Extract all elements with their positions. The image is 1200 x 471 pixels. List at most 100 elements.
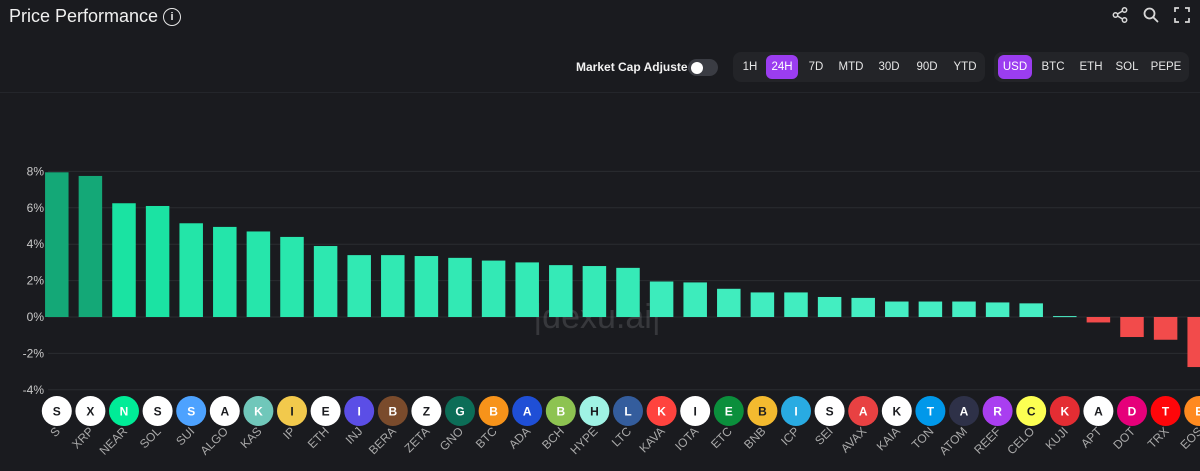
cardano-icon: A bbox=[512, 396, 543, 426]
icon-glyph: S bbox=[154, 405, 162, 419]
sei-icon: S bbox=[814, 396, 845, 426]
x-tick-label: GNO bbox=[437, 424, 466, 453]
icon-disc bbox=[545, 396, 576, 426]
icon-glyph: A bbox=[220, 405, 229, 419]
story-ip-icon: I bbox=[277, 396, 307, 426]
search-icon[interactable] bbox=[1142, 6, 1160, 24]
bar-btc bbox=[481, 260, 506, 317]
icon-disc bbox=[1049, 396, 1080, 426]
bar-sui bbox=[179, 223, 203, 317]
icon-disc bbox=[982, 396, 1013, 426]
currency-btc-button[interactable]: BTC bbox=[1041, 61, 1065, 73]
y-tick-label: 4% bbox=[27, 237, 45, 251]
solana-icon: S bbox=[142, 396, 173, 426]
icon-glyph: G bbox=[455, 405, 464, 419]
icon-disc bbox=[1083, 396, 1114, 426]
x-tick-label: KAS bbox=[238, 424, 265, 451]
bar-avax bbox=[851, 297, 875, 317]
x-tick-label: BERA bbox=[366, 424, 399, 457]
icon-disc bbox=[310, 396, 341, 426]
x-tick-label: TRX bbox=[1145, 424, 1172, 451]
info-icon[interactable]: i bbox=[163, 8, 181, 26]
x-tick-label: REEF bbox=[971, 424, 1004, 457]
bitcoin-cash-icon: B bbox=[545, 396, 576, 426]
icon-glyph: I bbox=[290, 405, 293, 419]
icon-disc bbox=[277, 396, 307, 426]
kujira-icon: K bbox=[1049, 396, 1080, 426]
page-title: Price Performance bbox=[9, 6, 159, 26]
period-24h-button[interactable]: 24H bbox=[766, 55, 798, 79]
x-tick-label: APT bbox=[1078, 424, 1105, 451]
ethereum-classic-icon: E bbox=[713, 396, 744, 426]
x-tick-label: LTC bbox=[609, 424, 635, 450]
bar-iota bbox=[683, 282, 707, 317]
litecoin-icon: L bbox=[613, 396, 643, 426]
bar-etc bbox=[717, 288, 741, 317]
bnb-icon: B bbox=[747, 396, 778, 426]
market-cap-toggle[interactable] bbox=[688, 59, 718, 76]
hyperliquid-icon: H bbox=[579, 396, 610, 426]
x-tick-label: KUJI bbox=[1043, 424, 1071, 452]
icon-glyph: A bbox=[859, 405, 868, 419]
bar-near bbox=[112, 203, 136, 317]
bar-reef bbox=[985, 302, 1010, 317]
icon-glyph: S bbox=[53, 405, 61, 419]
period-90d-button[interactable]: 90D bbox=[916, 61, 938, 73]
icon-disc bbox=[881, 396, 912, 426]
period-7d-button[interactable]: 7D bbox=[808, 61, 824, 73]
x-tick-label: TON bbox=[909, 424, 937, 452]
bar-sei bbox=[817, 296, 842, 317]
period-30d-button[interactable]: 30D bbox=[878, 61, 900, 73]
bar-celo bbox=[1019, 303, 1043, 317]
icon-glyph: B bbox=[758, 405, 767, 419]
share-icon[interactable] bbox=[1111, 6, 1129, 24]
x-tick-label: ZETA bbox=[402, 424, 433, 455]
icon-disc bbox=[1016, 396, 1047, 426]
period-ytd-button[interactable]: YTD bbox=[953, 61, 977, 73]
bar-icp bbox=[784, 292, 808, 317]
icon-glyph: N bbox=[120, 405, 129, 419]
icon-glyph: R bbox=[993, 405, 1002, 419]
bar-bera bbox=[381, 255, 405, 317]
x-axis: S XRP NEAR SOL SUI ALGO KAS IP ETH INJ BERA ZETA GNO… bbox=[47, 424, 1200, 458]
bar-eos bbox=[1187, 317, 1200, 368]
x-tick-label: SUI bbox=[173, 424, 197, 448]
near-icon: N bbox=[109, 396, 139, 426]
x-tick-label: ETH bbox=[305, 424, 332, 451]
icon-disc bbox=[1150, 396, 1181, 426]
x-tick-label: ALGO bbox=[197, 424, 230, 457]
currency-eth-button[interactable]: ETH bbox=[1079, 61, 1103, 73]
currency-sol-button[interactable]: SOL bbox=[1115, 61, 1139, 73]
x-tick-label: ICP bbox=[778, 424, 802, 448]
ethereum-icon: E bbox=[310, 396, 341, 426]
currency-usd-button[interactable]: USD bbox=[998, 55, 1032, 79]
x-tick-label: HYPE bbox=[568, 424, 601, 457]
currency-pepe-button[interactable]: PEPE bbox=[1150, 61, 1182, 73]
bar-kuji bbox=[1053, 316, 1077, 318]
bar-ltc bbox=[616, 267, 640, 317]
icon-disc bbox=[209, 396, 240, 426]
icon-glyph: I bbox=[794, 405, 797, 419]
bar-trx bbox=[1153, 317, 1178, 340]
icon-disc bbox=[41, 396, 72, 426]
icon-glyph: K bbox=[657, 405, 666, 419]
bar-kas bbox=[246, 231, 271, 317]
period-1h-button[interactable]: 1H bbox=[742, 61, 758, 73]
bars bbox=[45, 172, 1200, 368]
fullscreen-icon[interactable] bbox=[1173, 6, 1191, 24]
injective-icon: I bbox=[344, 396, 375, 426]
cosmos-icon: A bbox=[949, 396, 979, 426]
icon-disc bbox=[915, 396, 946, 426]
x-tick-label: BCH bbox=[539, 424, 567, 452]
bar-dot bbox=[1120, 317, 1144, 338]
icon-glyph: A bbox=[960, 405, 969, 419]
period-selector: 1H 24H 7D MTD 30D 90D YTD bbox=[733, 52, 985, 82]
bar-atom bbox=[952, 301, 976, 317]
icon-disc bbox=[680, 396, 711, 426]
x-tick-label: IOTA bbox=[672, 424, 701, 453]
bar-eth bbox=[313, 246, 338, 317]
period-mtd-button[interactable]: MTD bbox=[838, 61, 864, 73]
kaia-icon: K bbox=[881, 396, 912, 426]
icon-glyph: T bbox=[927, 405, 935, 419]
